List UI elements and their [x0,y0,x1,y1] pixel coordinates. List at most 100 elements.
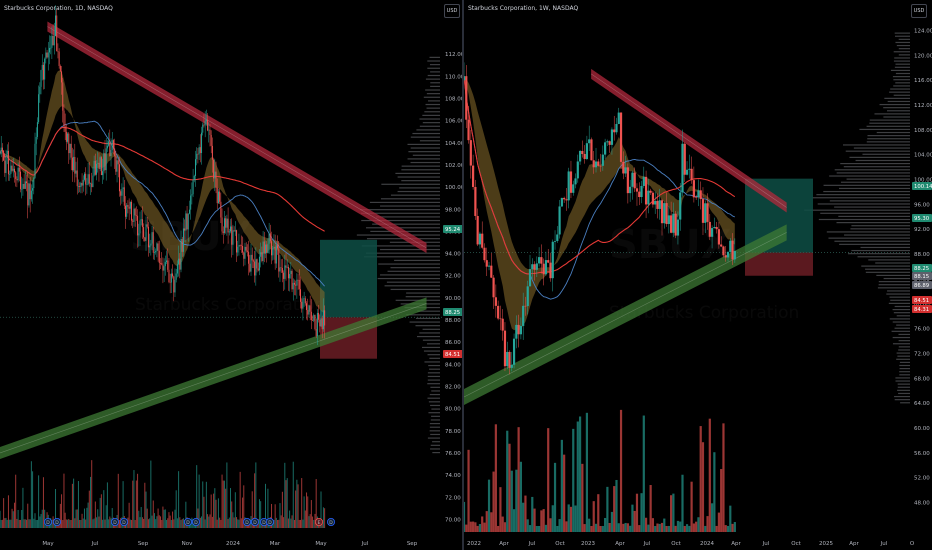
volume-bar [30,461,32,528]
volume-profile-bar [429,393,440,396]
y-tick-label: 104.00 [914,153,932,159]
candle-body [39,86,41,95]
volume-profile-bar [417,335,440,338]
x-tick-label: Jul [762,541,770,547]
volume-bar [36,519,38,528]
candle-body [581,150,584,155]
volume-bar [299,519,301,528]
volume-bar [176,518,178,528]
candle-body [563,197,566,200]
volume-profile-bar [421,346,440,349]
candle-body [234,230,236,232]
volume-bar [508,443,511,532]
volume-bar [242,497,244,528]
volume-bar [82,518,84,528]
volume-profile-bar [896,352,910,354]
volume-bar [74,518,76,528]
price-badge [912,264,932,272]
candle-body [715,226,718,230]
y-tick-label: 96.00 [914,202,930,208]
volume-profile-bar [844,234,910,236]
candle-body [186,213,188,230]
volume-profile-bar [899,364,910,367]
volume-bar [208,516,210,528]
candle-body [106,145,108,149]
volume-profile-bar [410,147,440,149]
volume-profile-bar [867,135,910,137]
volume-bar [87,502,89,528]
candle-body [11,165,13,171]
candle-body [125,205,127,217]
volume-profile-bar [419,118,440,120]
candle-body [478,233,482,245]
volume-profile-bar [891,330,910,332]
y-tick-label: 84.00 [445,362,461,368]
volume-profile-bar [415,325,440,327]
candle-body [161,263,163,265]
candle-body [252,260,254,262]
weekly-chart-panel[interactable]: SBUX Starbucks Corporation 48.00 52.00 56.00… [464,0,932,550]
y-tick-label: 80.00 [914,302,930,308]
volume-bar [512,509,516,532]
volume-bar [254,473,256,528]
volume-bar [81,513,83,528]
volume-bar [663,518,666,532]
candle-body [153,252,155,253]
volume-profile-bar [829,175,910,177]
volume-bar [128,502,130,528]
y-tick-label: 112.00 [914,103,932,109]
volume-bar [131,519,133,528]
ma-red-line [0,126,325,232]
candle-body [83,173,85,180]
volume-bar [289,510,291,528]
candle-body [701,199,705,223]
candle-body [70,143,72,158]
volume-bar [0,519,2,528]
volume-bar [145,491,147,528]
volume-bar [21,509,23,528]
volume-profile-bar [430,444,440,446]
candle-body [6,150,8,155]
candle-body [216,187,218,204]
weekly-currency-button[interactable]: USD [911,4,927,18]
volume-profile-bar [425,89,440,91]
candle-body [179,258,181,270]
candle-body [175,273,177,280]
candle-body [27,183,29,206]
volume-profile-bar [419,332,440,334]
candle-body [250,254,252,272]
candle-body [63,110,65,127]
price-badge-label: 84.51 [445,352,460,358]
volume-bar [497,525,500,532]
volume-profile-bar [851,225,910,227]
volume-profile-bar [804,209,910,211]
daily-currency-button[interactable]: USD [444,4,460,18]
daily-chart-panel[interactable]: SBUX Starbucks Corporation 70.00 72.00 74.00… [0,0,463,550]
panel-divider[interactable] [462,0,464,550]
volume-bar [29,519,31,528]
volume-bar [717,512,721,532]
price-badge-label: 88.25 [914,266,929,272]
y-tick-label: 92.00 [914,227,930,233]
volume-bar [710,503,714,532]
ema-ribbon [0,70,325,314]
volume-bar [264,483,266,528]
volume-bar [692,523,695,532]
volume-bar [3,498,5,528]
candle-body [122,187,124,190]
volume-bar [117,473,119,528]
volume-bar [147,519,149,528]
candle-body [540,257,543,264]
candle-body [240,245,242,247]
volume-bar [271,503,273,528]
candle-body [647,190,650,205]
x-tick-label: 2023 [581,541,595,547]
volume-profile-bar [427,60,440,62]
candle-body [144,237,146,241]
candle-body [583,154,586,160]
volume-profile-bar [898,392,910,395]
volume-bar [565,521,568,532]
candle-body [279,267,281,272]
